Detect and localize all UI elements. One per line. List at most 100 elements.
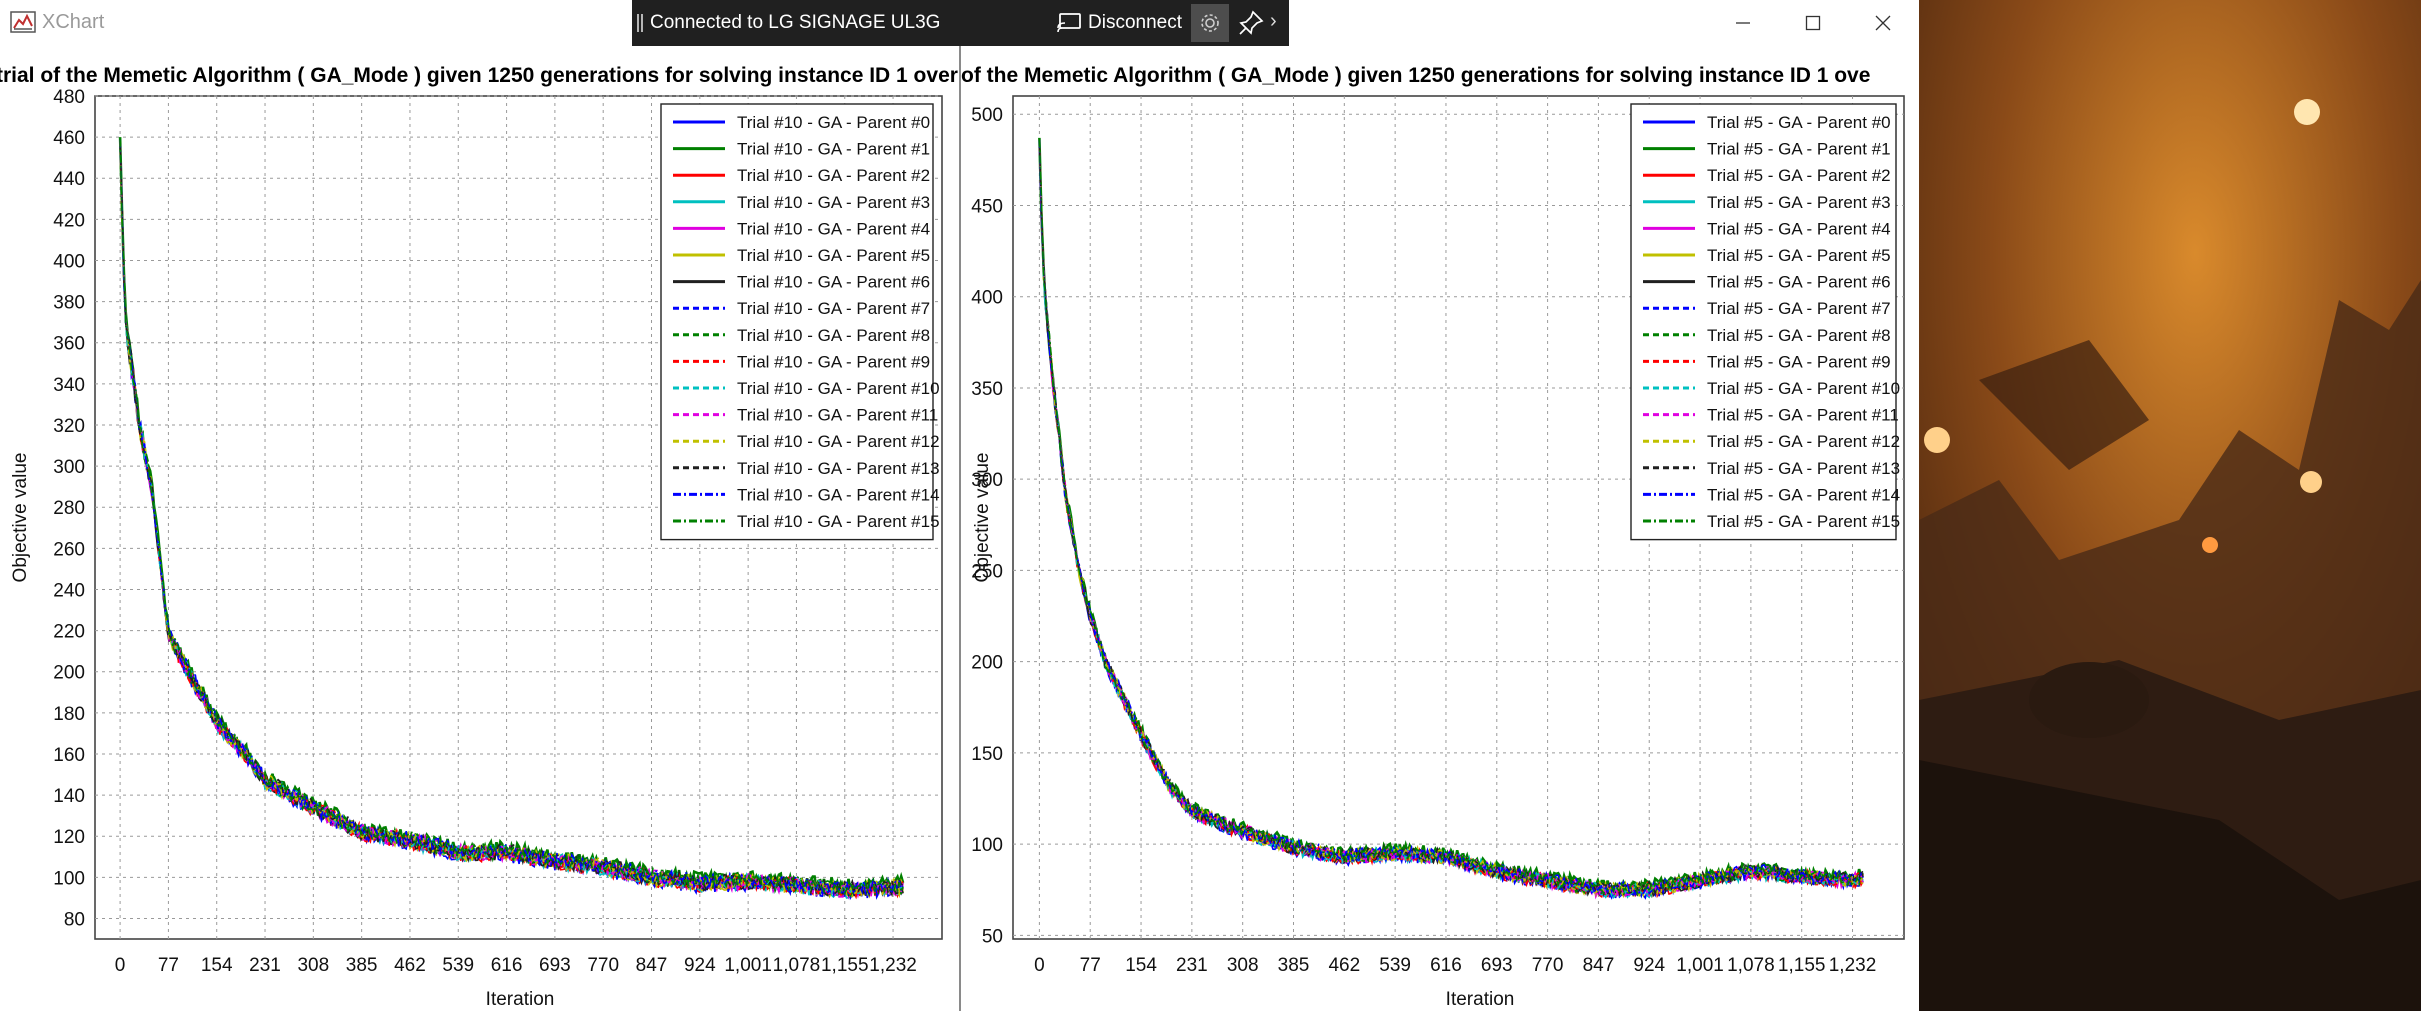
x-tick-label: 77 xyxy=(1080,955,1101,976)
pane-divider[interactable] xyxy=(959,46,961,1011)
y-tick-label: 200 xyxy=(53,663,85,684)
legend-entry-label: Trial #5 - GA - Parent #4 xyxy=(1707,219,1891,238)
legend-entry-label: Trial #5 - GA - Parent #6 xyxy=(1707,273,1891,292)
x-tick-label: 154 xyxy=(1125,955,1157,976)
y-tick-label: 180 xyxy=(53,704,85,725)
legend-entry-label: Trial #10 - GA - Parent #14 xyxy=(737,485,940,504)
y-tick-label: 400 xyxy=(971,288,1003,309)
legend-entry-label: Trial #10 - GA - Parent #10 xyxy=(737,379,940,398)
x-tick-label: 1,078 xyxy=(1727,955,1775,976)
cast-settings-button[interactable] xyxy=(1191,4,1229,42)
legend-entry-label: Trial #10 - GA - Parent #13 xyxy=(737,459,940,478)
series-line xyxy=(1038,137,1864,896)
x-tick-label: 462 xyxy=(1328,955,1360,976)
legend-entry-label: Trial #10 - GA - Parent #12 xyxy=(737,432,940,451)
gear-icon xyxy=(1201,14,1219,32)
y-tick-label: 400 xyxy=(53,251,85,272)
y-tick-label: 100 xyxy=(971,835,1003,856)
y-axis-label: Objective value xyxy=(972,453,993,583)
maximize-button[interactable] xyxy=(1778,0,1848,46)
x-tick-label: 1,155 xyxy=(1778,955,1826,976)
series-line xyxy=(119,140,904,895)
chart-left: 80 100 120 140 160 180 200 220 240 260 280 300 320 34… xyxy=(10,87,943,1010)
pin-icon[interactable] xyxy=(1237,9,1265,37)
series-line xyxy=(119,138,904,898)
x-tick-label: 847 xyxy=(1583,955,1615,976)
x-tick-label: 0 xyxy=(115,955,126,976)
x-tick-label: 924 xyxy=(1633,955,1665,976)
series-line xyxy=(1038,140,1864,895)
x-tick-label: 770 xyxy=(587,955,619,976)
y-axis-label: Objective value xyxy=(10,453,31,583)
y-tick-label: 300 xyxy=(971,470,1003,491)
x-tick-label: 231 xyxy=(1176,955,1208,976)
legend-entry-label: Trial #5 - GA - Parent #7 xyxy=(1707,299,1891,318)
legend-entry-label: Trial #10 - GA - Parent #8 xyxy=(737,326,930,345)
legend-entry-label: Trial #10 - GA - Parent #5 xyxy=(737,246,930,265)
legend-entry-label: Trial #5 - GA - Parent #15 xyxy=(1707,512,1900,531)
y-tick-label: 140 xyxy=(53,786,85,807)
grip-icon[interactable] xyxy=(636,12,644,34)
legend-entry-label: Trial #10 - GA - Parent #11 xyxy=(737,406,938,425)
minimize-icon xyxy=(1736,22,1750,24)
legend-entry-label: Trial #10 - GA - Parent #1 xyxy=(737,140,930,159)
legend-entry-label: Trial #10 - GA - Parent #0 xyxy=(737,113,930,132)
chart-title-right: of the Memetic Algorithm ( GA_Mode ) giv… xyxy=(961,64,1871,87)
legend-entry-label: Trial #10 - GA - Parent #6 xyxy=(737,273,930,292)
legend-entry-label: Trial #5 - GA - Parent #12 xyxy=(1707,432,1900,451)
legend-entry-label: Trial #5 - GA - Parent #10 xyxy=(1707,379,1900,398)
window-title: XChart xyxy=(42,11,105,33)
y-tick-label: 480 xyxy=(53,87,85,108)
y-tick-label: 120 xyxy=(53,827,85,848)
close-button[interactable] xyxy=(1848,0,1918,46)
y-tick-label: 50 xyxy=(982,926,1003,947)
chart-right: 50 100 150 200 250 300 350 400 450 500 0 77 154 231 30… xyxy=(971,95,1905,1010)
y-tick-label: 450 xyxy=(971,196,1003,217)
desktop-wallpaper xyxy=(1919,0,2421,1011)
cast-connection-bar: Connected to LG SIGNAGE UL3G Disconnect … xyxy=(632,0,1289,46)
y-tick-label: 150 xyxy=(971,744,1003,765)
x-axis-label: Iteration xyxy=(486,989,555,1010)
series-line xyxy=(1038,140,1864,896)
y-tick-label: 260 xyxy=(53,539,85,560)
y-tick-label: 280 xyxy=(53,498,85,519)
minimize-button[interactable] xyxy=(1708,0,1778,46)
y-tick-label: 500 xyxy=(971,105,1003,126)
chart-title-left: trial of the Memetic Algorithm ( GA_Mode… xyxy=(0,64,958,87)
xchart-window: XChart Connected to LG SIGNAGE UL3G Disc… xyxy=(0,0,1918,1011)
x-tick-label: 847 xyxy=(636,955,668,976)
x-tick-label: 231 xyxy=(249,955,281,976)
cast-icon xyxy=(1057,13,1081,33)
legend-entry-label: Trial #10 - GA - Parent #9 xyxy=(737,352,930,371)
x-tick-label: 616 xyxy=(491,955,523,976)
y-tick-label: 420 xyxy=(53,210,85,231)
legend-entry-label: Trial #5 - GA - Parent #9 xyxy=(1707,352,1891,371)
x-tick-label: 1,001 xyxy=(1676,955,1724,976)
x-tick-label: 1,232 xyxy=(869,955,917,976)
y-tick-label: 340 xyxy=(53,375,85,396)
series-line xyxy=(1038,139,1864,897)
y-tick-label: 100 xyxy=(53,868,85,889)
x-tick-label: 1,155 xyxy=(821,955,869,976)
y-tick-label: 460 xyxy=(53,128,85,149)
x-tick-label: 308 xyxy=(297,955,329,976)
legend-entry-label: Trial #5 - GA - Parent #5 xyxy=(1707,246,1891,265)
y-tick-label: 240 xyxy=(53,580,85,601)
chevron-right-icon[interactable]: › xyxy=(1270,10,1277,32)
y-tick-label: 350 xyxy=(971,379,1003,400)
x-tick-label: 0 xyxy=(1034,955,1045,976)
x-tick-label: 1,078 xyxy=(773,955,821,976)
legend-entry-label: Trial #5 - GA - Parent #11 xyxy=(1707,406,1899,425)
y-tick-label: 160 xyxy=(53,745,85,766)
y-tick-label: 320 xyxy=(53,416,85,437)
x-tick-label: 77 xyxy=(158,955,179,976)
x-tick-label: 385 xyxy=(346,955,378,976)
legend-entry-label: Trial #10 - GA - Parent #7 xyxy=(737,299,930,318)
close-icon xyxy=(1875,15,1891,31)
y-tick-label: 440 xyxy=(53,169,85,190)
legend-entry-label: Trial #10 - GA - Parent #2 xyxy=(737,166,930,185)
disconnect-button[interactable]: Disconnect xyxy=(1088,12,1182,33)
x-tick-label: 770 xyxy=(1532,955,1564,976)
app-icon xyxy=(10,11,36,33)
y-tick-label: 380 xyxy=(53,293,85,314)
